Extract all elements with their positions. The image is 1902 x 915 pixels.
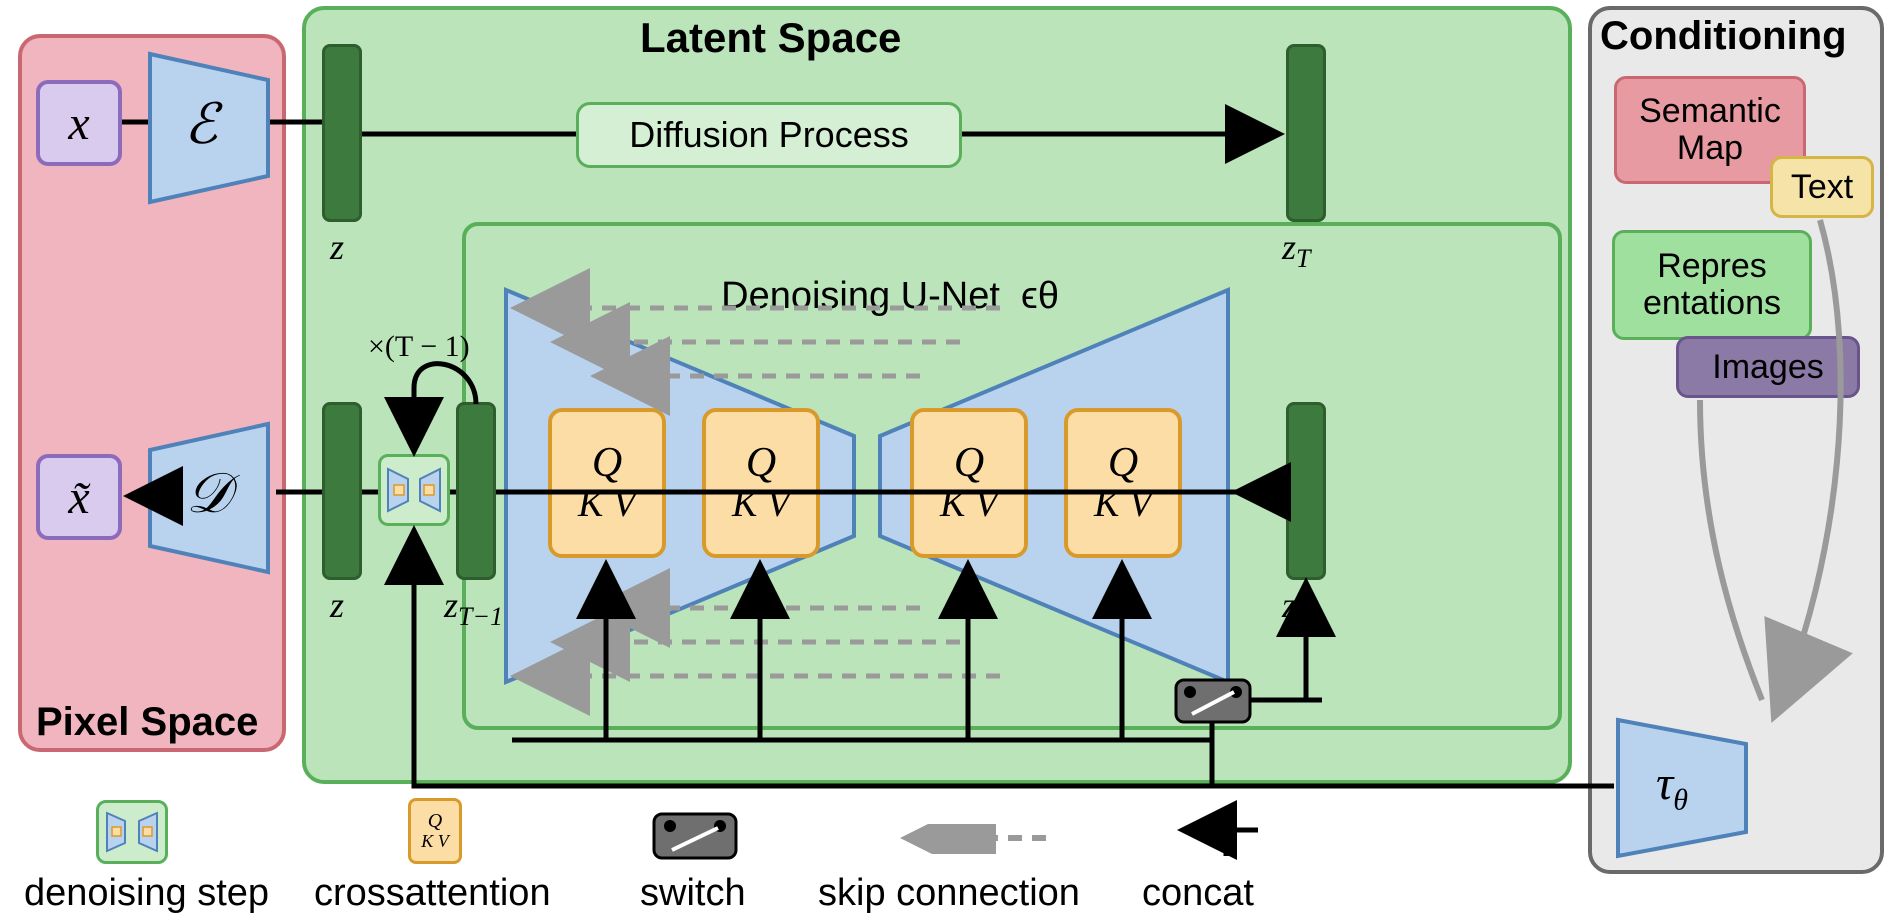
legend-cross-text: crossattention xyxy=(314,872,551,915)
conditioning-title: Conditioning xyxy=(1600,14,1847,59)
z-bot-bar xyxy=(322,402,362,580)
zT-bot-label: zT xyxy=(1282,584,1310,632)
legend-skip-icon xyxy=(900,824,1050,854)
x-node: x xyxy=(36,80,122,166)
zT-bot-bar xyxy=(1286,402,1326,580)
qkv-box-3: Q K V xyxy=(1064,408,1182,558)
pixel-title: Pixel Space xyxy=(36,700,258,745)
repeat-label: ×(T − 1) xyxy=(368,330,470,364)
mini-denoise xyxy=(378,454,450,526)
qkv-box-2: Q K V xyxy=(910,408,1028,558)
encoder-label: ℰ xyxy=(184,92,218,157)
zT-top-bar xyxy=(1286,44,1326,222)
cond-repr: Repres entations xyxy=(1612,230,1812,340)
zTm1-bar xyxy=(456,402,496,580)
cond-text: Text xyxy=(1770,156,1874,218)
z-top-label: z xyxy=(330,226,344,268)
latent-title: Latent Space xyxy=(640,14,901,62)
legend-deno-text: denoising step xyxy=(24,872,269,915)
zT-top-label: zT xyxy=(1282,226,1310,274)
legend-switch-icon xyxy=(652,812,738,862)
cond-images: Images xyxy=(1676,336,1860,398)
xtilde-node: x̃ xyxy=(36,454,122,540)
legend-switch-text: switch xyxy=(640,872,746,915)
legend-concat-text: concat xyxy=(1142,872,1254,915)
decoder-label: 𝒟 xyxy=(186,462,231,527)
legend-concat-icon xyxy=(1168,800,1268,860)
qkv-box-1: Q K V xyxy=(702,408,820,558)
z-top-bar xyxy=(322,44,362,222)
zTm1-label: zT−1 xyxy=(444,584,503,632)
diffusion-box: Diffusion Process xyxy=(576,102,962,168)
qkv-box-0: Q K V xyxy=(548,408,666,558)
legend-deno-icon xyxy=(96,800,168,864)
legend-cross-icon: Q K V xyxy=(408,798,462,864)
legend-skip-text: skip connection xyxy=(818,872,1080,915)
tau-label: τθ xyxy=(1656,756,1688,818)
z-bot-label: z xyxy=(330,584,344,626)
